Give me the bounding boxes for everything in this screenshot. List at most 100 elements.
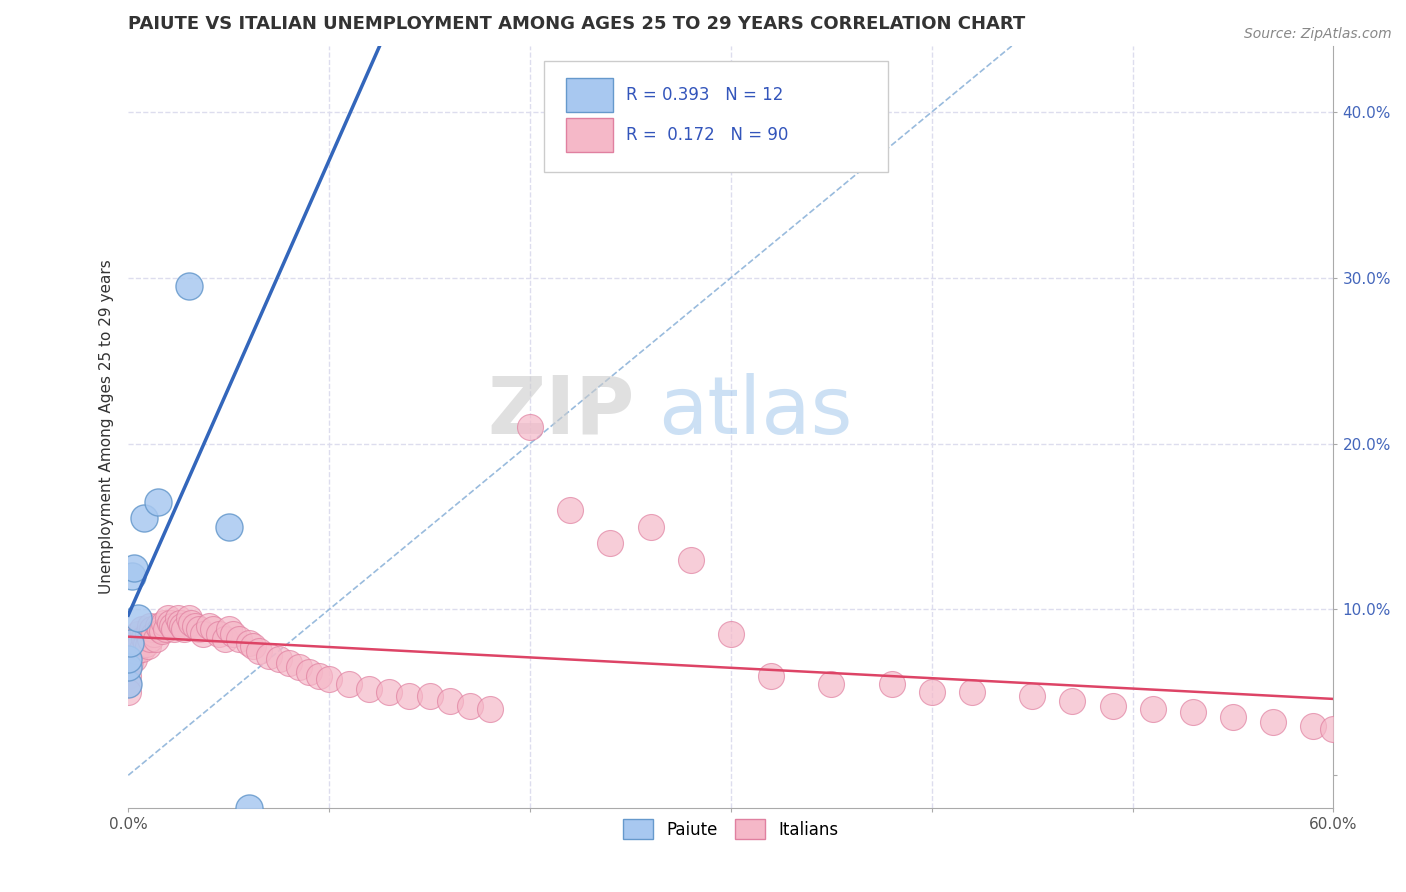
Paiute [121, 569, 143, 583]
Italians [1181, 706, 1204, 720]
Italians [169, 615, 191, 630]
Italians [560, 503, 582, 517]
Italians [138, 627, 160, 641]
Italians [1222, 710, 1244, 724]
Italians [162, 619, 184, 633]
Italians [214, 632, 236, 647]
Italians [143, 627, 166, 641]
Italians [640, 519, 662, 533]
Italians [138, 639, 160, 653]
Italians [201, 623, 224, 637]
Italians [120, 644, 142, 658]
Italians [208, 627, 231, 641]
Italians [478, 702, 501, 716]
Text: ZIP: ZIP [488, 373, 634, 450]
Paiute [117, 652, 139, 666]
Text: atlas: atlas [658, 373, 853, 450]
Italians [378, 685, 401, 699]
Paiute [177, 279, 200, 293]
Italians [141, 623, 163, 637]
Italians [398, 689, 420, 703]
Italians [183, 619, 205, 633]
Italians [222, 627, 245, 641]
Italians [439, 693, 461, 707]
Italians [288, 660, 311, 674]
Italians [124, 639, 146, 653]
Italians [228, 632, 250, 647]
Italians [177, 611, 200, 625]
Italians [159, 615, 181, 630]
Italians [155, 623, 177, 637]
Italians [318, 672, 340, 686]
Italians [187, 623, 209, 637]
Y-axis label: Unemployment Among Ages 25 to 29 years: Unemployment Among Ages 25 to 29 years [100, 260, 114, 594]
Italians [117, 652, 139, 666]
Italians [135, 637, 157, 651]
Italians [127, 639, 149, 653]
Text: Source: ZipAtlas.com: Source: ZipAtlas.com [1244, 27, 1392, 41]
Italians [242, 639, 264, 653]
Italians [298, 665, 321, 680]
Italians [197, 619, 219, 633]
Italians [218, 623, 240, 637]
Italians [599, 536, 621, 550]
Italians [153, 615, 176, 630]
Italians [173, 623, 195, 637]
Paiute [218, 519, 240, 533]
Italians [117, 685, 139, 699]
Italians [1263, 715, 1285, 730]
Paiute [117, 677, 139, 691]
Italians [880, 677, 903, 691]
Text: R = 0.393   N = 12: R = 0.393 N = 12 [626, 87, 783, 104]
Italians [145, 632, 167, 647]
Paiute [124, 561, 146, 575]
Italians [127, 627, 149, 641]
Italians [1322, 722, 1344, 736]
Italians [131, 623, 153, 637]
FancyBboxPatch shape [565, 78, 613, 112]
Italians [120, 656, 142, 670]
Italians [117, 660, 139, 674]
Paiute [120, 635, 142, 649]
Italians [820, 677, 842, 691]
Legend: Paiute, Italians: Paiute, Italians [617, 813, 845, 846]
Italians [163, 623, 186, 637]
Italians [308, 669, 330, 683]
Italians [131, 642, 153, 657]
Italians [1142, 702, 1164, 716]
Italians [519, 420, 541, 434]
FancyBboxPatch shape [544, 61, 887, 171]
Italians [419, 689, 441, 703]
Paiute [238, 801, 260, 815]
Italians [337, 677, 360, 691]
Italians [124, 652, 146, 666]
Italians [157, 611, 180, 625]
Italians [359, 681, 381, 696]
Italians [180, 615, 202, 630]
Italians [458, 698, 481, 713]
Italians [679, 552, 702, 566]
FancyBboxPatch shape [565, 118, 613, 152]
Paiute [148, 494, 170, 508]
Italians [134, 631, 156, 645]
Italians [720, 627, 742, 641]
Paiute [117, 660, 139, 674]
Italians [152, 624, 174, 638]
Italians [149, 623, 172, 637]
Italians [247, 644, 270, 658]
Italians [257, 648, 280, 663]
Paiute [134, 511, 156, 525]
Italians [1021, 689, 1043, 703]
Italians [238, 635, 260, 649]
Italians [121, 635, 143, 649]
Italians [960, 685, 983, 699]
Italians [759, 669, 782, 683]
Italians [139, 619, 162, 633]
Text: PAIUTE VS ITALIAN UNEMPLOYMENT AMONG AGES 25 TO 29 YEARS CORRELATION CHART: PAIUTE VS ITALIAN UNEMPLOYMENT AMONG AGE… [128, 15, 1025, 33]
Italians [172, 619, 194, 633]
Paiute [127, 611, 149, 625]
Italians [129, 635, 152, 649]
Italians [1062, 693, 1084, 707]
Italians [167, 611, 190, 625]
Italians [139, 632, 162, 647]
